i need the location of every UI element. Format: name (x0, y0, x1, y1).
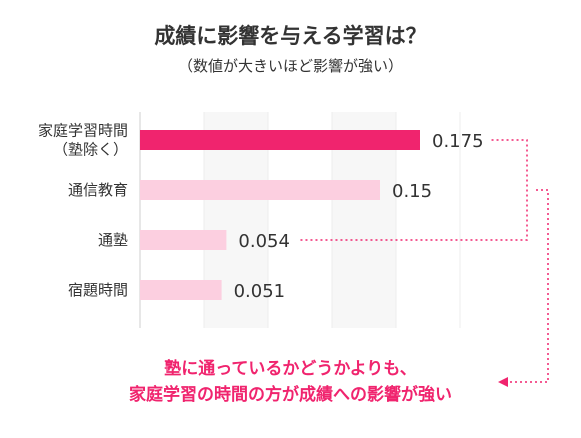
annotation-line-1: 塾に通っているかどうかよりも、 (164, 359, 417, 379)
value-label: 0.051 (234, 281, 286, 302)
chart-title: 成績に影響を与える学習は？ (154, 24, 427, 48)
category-label: 通信教育 (68, 181, 128, 199)
arrow-head (498, 377, 508, 387)
annotation-line-2: 家庭学習の時間の方が成績への影響が強い (129, 385, 452, 405)
value-label: 0.054 (238, 231, 290, 252)
bar (140, 180, 380, 200)
connector-line (297, 139, 528, 241)
category-label: 宿題時間 (68, 281, 128, 299)
bar (140, 230, 227, 250)
value-label: 0.15 (392, 181, 432, 202)
bar (140, 280, 222, 300)
category-label: 家庭学習時間 (38, 122, 128, 140)
connector-line (505, 189, 549, 383)
value-label: 0.175 (432, 131, 484, 152)
chart-subtitle: （数値が大きいほど影響が強い） (177, 57, 403, 75)
annotation-text: 塾に通っているかどうかよりも、 家庭学習の時間の方が成績への影響が強い (0, 356, 581, 408)
bar (140, 130, 420, 150)
category-label: （塾除く） (53, 141, 128, 159)
category-label: 通塾 (98, 231, 128, 249)
